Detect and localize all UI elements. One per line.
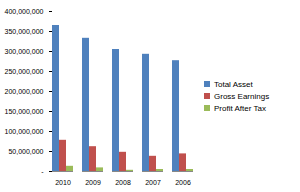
svg-text:2009: 2009 — [85, 179, 101, 186]
svg-text:-: - — [41, 168, 44, 175]
html-text:Gross Earnings: Gross Earnings — [214, 91, 270, 101]
svg-text:2008: 2008 — [115, 179, 131, 186]
html-text:Total Asset: Total Asset — [214, 79, 253, 89]
svg-text:2006: 2006 — [175, 179, 191, 186]
svg-text:2007: 2007 — [145, 179, 161, 186]
svg-text:400,000,000: 400,000,000 — [5, 8, 44, 15]
svg-text:2010: 2010 — [55, 179, 71, 186]
html-text:Profit After Tax: Profit After Tax — [214, 103, 266, 113]
svg-text:300,000,000: 300,000,000 — [5, 48, 44, 55]
svg-text:100,000,000: 100,000,000 — [5, 128, 44, 135]
svg-text:50,000,000: 50,000,000 — [8, 148, 43, 155]
svg-text:350,000,000: 350,000,000 — [5, 28, 44, 35]
svg-text:200,000,000: 200,000,000 — [5, 88, 44, 95]
svg-text:250,000,000: 250,000,000 — [5, 68, 44, 75]
svg-text:150,000,000: 150,000,000 — [5, 108, 44, 115]
